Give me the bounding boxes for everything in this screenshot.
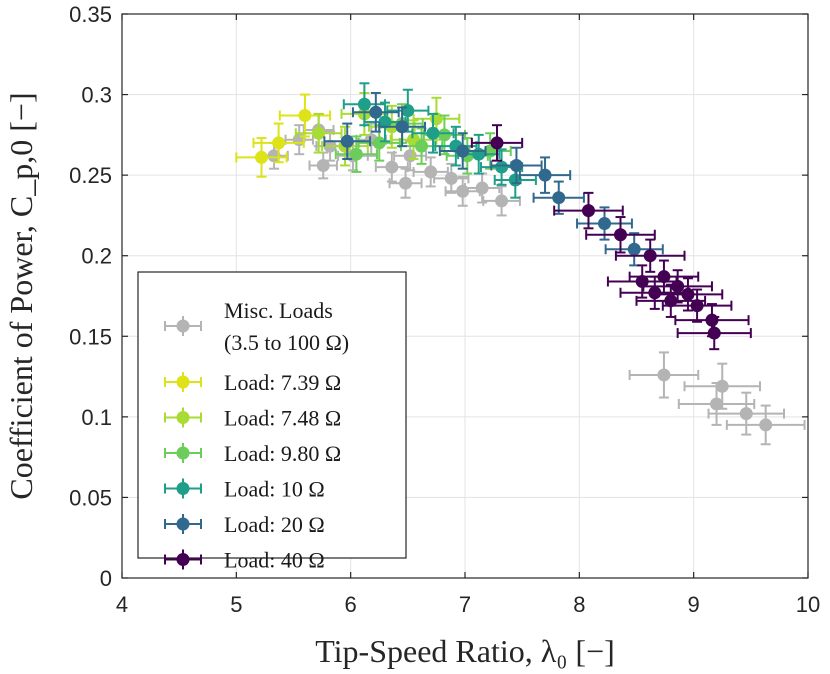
data-point — [552, 191, 566, 205]
data-point — [372, 136, 386, 150]
data-point — [272, 136, 286, 150]
legend-label: Load: 9.80 Ω — [224, 441, 341, 466]
data-point — [475, 181, 489, 195]
data-point — [378, 115, 392, 129]
y-tick-label: 0.1 — [81, 405, 112, 430]
data-point — [456, 144, 470, 158]
data-point — [316, 158, 330, 172]
data-point — [426, 126, 440, 140]
y-axis-label: Coefficient of Power, C_p,0 [−] — [3, 92, 39, 499]
data-point — [495, 160, 509, 174]
data-point — [671, 279, 685, 293]
legend-marker — [176, 482, 190, 495]
legend-marker — [176, 375, 190, 389]
data-point — [424, 165, 438, 179]
series-group — [323, 91, 664, 267]
data-point — [690, 299, 704, 313]
data-point — [357, 97, 371, 111]
data-point — [369, 105, 383, 119]
data-point — [437, 128, 451, 142]
series-group — [235, 93, 332, 178]
data-point — [472, 147, 486, 161]
axis-ticks: 4 5 6 7 8 9 10 0 0.05 0.1 0.15 0.2 0.25 0.3 0.35 — [69, 2, 820, 617]
data-point — [395, 120, 409, 134]
data-point — [298, 109, 312, 123]
legend-entry: Load: 9.80 Ω — [164, 441, 341, 466]
legend-marker — [176, 517, 190, 531]
x-tick-label: 8 — [573, 592, 585, 617]
y-tick-label: 0.15 — [69, 324, 112, 349]
legend-marker — [176, 553, 190, 566]
data-point — [635, 274, 649, 288]
x-tick-label: 5 — [230, 592, 242, 617]
data-point — [627, 242, 641, 256]
data-point — [385, 160, 399, 174]
data-point — [340, 134, 354, 148]
legend-entry: Load: 7.39 Ω — [164, 370, 341, 395]
data-point — [648, 286, 662, 300]
series-group — [259, 112, 806, 446]
data-point — [490, 136, 504, 150]
data-point — [710, 397, 724, 411]
legend-marker — [176, 411, 190, 424]
legend-label: Load: 10 Ω — [224, 477, 325, 502]
data-point — [597, 216, 611, 230]
data-point — [643, 249, 657, 263]
data-point — [657, 368, 671, 382]
legend-entry: Load: 7.48 Ω — [164, 406, 341, 431]
legend-label: Load: 40 Ω — [224, 548, 325, 573]
data-point — [399, 176, 413, 190]
data-point — [349, 147, 363, 161]
data-point — [495, 194, 509, 208]
data-series — [235, 82, 806, 446]
data-point — [254, 150, 268, 164]
data-point — [759, 418, 773, 432]
data-point — [267, 149, 281, 163]
legend-entry: Load: 10 Ω — [164, 477, 325, 502]
data-point — [613, 228, 627, 242]
data-point — [681, 287, 695, 301]
y-tick-label: 0.35 — [69, 2, 112, 27]
x-tick-label: 9 — [688, 592, 700, 617]
legend-label: Load: 7.39 Ω — [224, 370, 341, 395]
data-point — [581, 204, 595, 218]
legend-label: Load: 20 Ω — [224, 512, 325, 537]
legend: Misc. Loads (3.5 to 100 Ω) Load: 7.39 Ω Loa… — [137, 271, 407, 573]
data-point — [657, 270, 671, 284]
data-point — [707, 326, 721, 340]
y-tick-label: 0.25 — [69, 163, 112, 188]
legend-entry: Misc. Loads (3.5 to 100 Ω) — [164, 298, 349, 355]
x-tick-label: 10 — [796, 592, 820, 617]
data-point — [509, 158, 523, 172]
data-point — [312, 126, 326, 140]
legend-entry: Load: 40 Ω — [164, 548, 325, 573]
data-point — [444, 171, 458, 185]
data-point — [664, 294, 678, 308]
x-axis-label: Tip-Speed Ratio, λ₀ [−] — [315, 633, 615, 669]
y-tick-label: 0.2 — [81, 244, 112, 269]
legend-entry: Load: 20 Ω — [164, 512, 325, 537]
data-point — [415, 139, 429, 153]
data-point — [705, 313, 719, 327]
data-point — [538, 168, 552, 182]
legend-label: Misc. Loads — [224, 298, 333, 323]
data-point — [739, 407, 753, 421]
legend-label: Load: 7.48 Ω — [224, 406, 341, 431]
data-point — [715, 379, 729, 393]
data-point — [456, 184, 470, 198]
data-point — [401, 104, 415, 118]
x-tick-label: 4 — [116, 592, 128, 617]
legend-marker — [176, 319, 190, 333]
y-tick-label: 0.3 — [81, 83, 112, 108]
y-tick-label: 0.05 — [69, 485, 112, 510]
series-group — [470, 124, 752, 351]
x-tick-label: 7 — [459, 592, 471, 617]
legend-label: (3.5 to 100 Ω) — [224, 330, 349, 355]
legend-marker — [176, 446, 190, 460]
data-point — [403, 149, 417, 163]
x-tick-label: 6 — [345, 592, 357, 617]
y-tick-label: 0 — [100, 566, 112, 591]
